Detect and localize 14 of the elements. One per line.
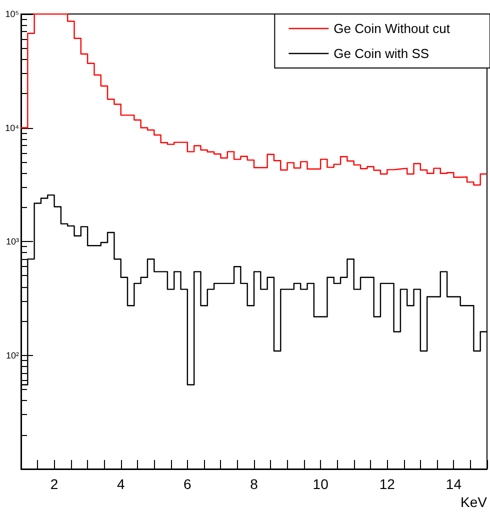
x-tick-label: 4	[116, 476, 125, 492]
x-axis-title: KeV	[460, 494, 488, 510]
legend-label: Ge Coin Without cut	[334, 21, 450, 36]
x-tick-label: 10	[312, 476, 329, 492]
y-tick-label: 10²	[6, 350, 19, 360]
x-tick-label: 12	[379, 476, 396, 492]
y-tick-label: 10⁴	[5, 122, 20, 133]
x-tick-label: 6	[184, 476, 192, 492]
y-tick-label: 10³	[6, 236, 19, 246]
y-tick-label: 10⁵	[5, 9, 20, 19]
legend-label: Ge Coin with SS	[334, 46, 430, 61]
x-tick-label: 8	[250, 476, 258, 492]
x-tick-label: 14	[446, 476, 462, 492]
x-tick-label: 2	[50, 476, 58, 492]
